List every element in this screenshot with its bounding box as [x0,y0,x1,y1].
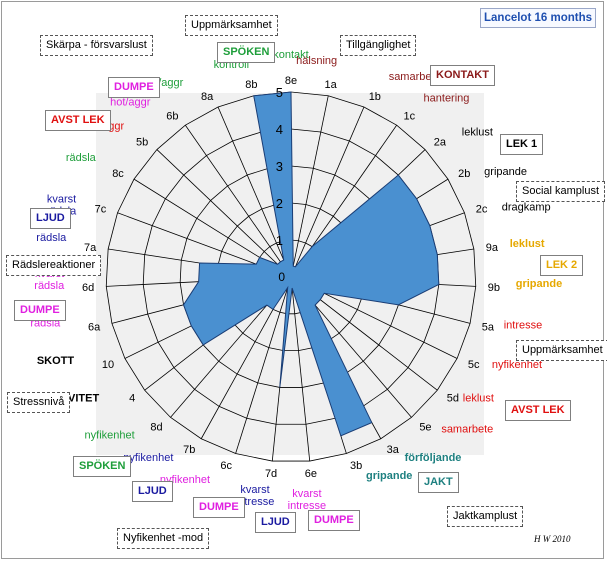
group-box-lek2: LEK 2 [540,255,584,276]
grid-spoke [156,149,292,278]
group-box-avst-lek-left: AVST LEK [45,110,111,131]
category-label-2b: gripande [484,166,527,178]
category-label-6b: hot/aggr [110,96,151,108]
category-code: 6e [305,468,317,480]
group-box-dumpe-left: DUMPE [14,300,66,321]
category-label-8e: kontakt [273,49,308,61]
group-box-tillganglighet: Tillgänglighet [340,35,417,56]
group-box-kontakt: KONTAKT [430,65,495,86]
group-box-nyfikenhet-mod: Nyfikenhet -mod [117,528,210,549]
tick-label: 1 [276,233,283,248]
category-code: 5b [136,136,148,148]
category-code: 7a [84,242,97,254]
category-label-3b: gripande [366,470,412,482]
group-box-dumpe-bottom-left: DUMPE [193,497,245,518]
category-code: 6c [220,460,232,472]
group-box-dumpe-top: DUMPE [108,77,160,98]
group-box-ljud-bottom: LJUD [255,512,296,533]
category-label-5d: leklust [463,393,494,405]
tick-label: 2 [276,196,283,211]
category-code: 8b [245,79,257,91]
grid-spoke [290,95,329,278]
category-label-10: SKOTT [37,355,75,367]
category-label-2a: leklust [462,126,493,138]
category-code: 7d [265,468,277,480]
category-code: 1b [369,91,381,103]
series-area [182,91,440,437]
category-code: 8a [201,91,214,103]
category-code: 1a [325,79,338,91]
category-code: 9b [488,282,500,294]
category-code: 2a [434,136,447,148]
category-code: 2b [458,168,470,180]
category-code: 5a [482,321,495,333]
group-box-skarpa: Skärpa - försvarslust [40,35,153,56]
category-label-5a: intresse [504,319,543,331]
category-code: 6a [88,321,101,333]
tick-label: 3 [276,159,283,174]
category-label-1c: hantering [424,92,470,104]
category-label-9b: gripande [516,278,562,290]
grid-ring-5 [105,91,477,462]
category-code: 4 [129,393,135,405]
group-box-radslereaktioner: Rädslereaktioner [6,255,102,276]
group-box-spoken-top: SPÖKEN [217,42,276,63]
tick-label: 0 [278,270,285,284]
group-box-dumpe-bottom: DUMPE [308,510,360,531]
category-label-7b: nyfikenhet [123,452,173,464]
group-box-avst-lek-right: AVST LEK [505,400,571,421]
category-code: 2c [476,204,488,216]
category-code: 3a [387,444,400,456]
category-code: 7c [95,204,107,216]
group-box-lek1: LEK 1 [500,134,544,155]
group-box-ljud-left: LJUD [30,208,71,229]
category-label-8d: nyfikenhet [85,429,135,441]
category-label-6e: kvarst intresse [288,488,327,512]
category-code: 7b [183,444,195,456]
category-code: 8c [112,168,124,180]
category-label-3a: förföljande [405,452,462,464]
tick-label: 4 [276,122,283,137]
category-code: 6b [166,110,178,122]
group-box-spoken-bottom: SPÖKEN [73,456,132,477]
category-code: 8d [150,421,162,433]
group-box-stressniva: Stressnivå [7,392,71,413]
grid-spoke [184,124,292,278]
scale-ticks: 0 1 2 3 4 5 [276,85,286,284]
category-label-7d: kvarst intresse [236,484,275,508]
category-codes: 8e 1a 1b 1c 2a 2b 2c 9a 9b 5a 5c 5d 5e 3a 3b 6e 7d 6c 7b 8d… [82,75,500,480]
category-label-1b: samarbete [389,71,441,83]
group-box-jakt: JAKT [418,472,459,493]
group-box-jaktkamplust: Jaktkamplust [447,506,524,527]
author-signature: H W 2010 [534,534,571,544]
group-box-ljud-bottom-left: LJUD [132,481,173,502]
category-label-1a: hälsning [296,55,337,67]
category-code: 8e [285,75,297,87]
category-label-2c: dragkamp [502,202,551,214]
category-code: 10 [102,359,114,371]
group-box-uppmarksamhet-right: Uppmärksamhet [516,340,607,361]
category-code: 1c [404,110,416,122]
grid-spoke [217,106,292,278]
category-label-5c: nyfikenhet [492,359,542,371]
grid-spoke [290,276,311,462]
category-code: 6d [82,282,94,294]
grid-spoke [290,106,365,278]
category-code: 9a [486,242,499,254]
category-code: 3b [350,460,362,472]
tick-label: 5 [276,85,283,100]
group-box-uppmarksamhet-top: Uppmärksamhet [185,15,278,36]
category-label-7a: rädsla [36,232,67,244]
grid-spoke [235,276,292,454]
category-label-9a: leklust [510,238,545,250]
category-label-8c: rädsla [66,152,97,164]
group-box-social-kamplust: Social kamplust [516,181,606,202]
chart-title: Lancelot 16 months [480,8,596,28]
category-code: 5e [419,421,431,433]
category-label-5e: samarbete [441,423,493,435]
category-code: 5d [447,393,459,405]
category-code: 5c [468,359,480,371]
